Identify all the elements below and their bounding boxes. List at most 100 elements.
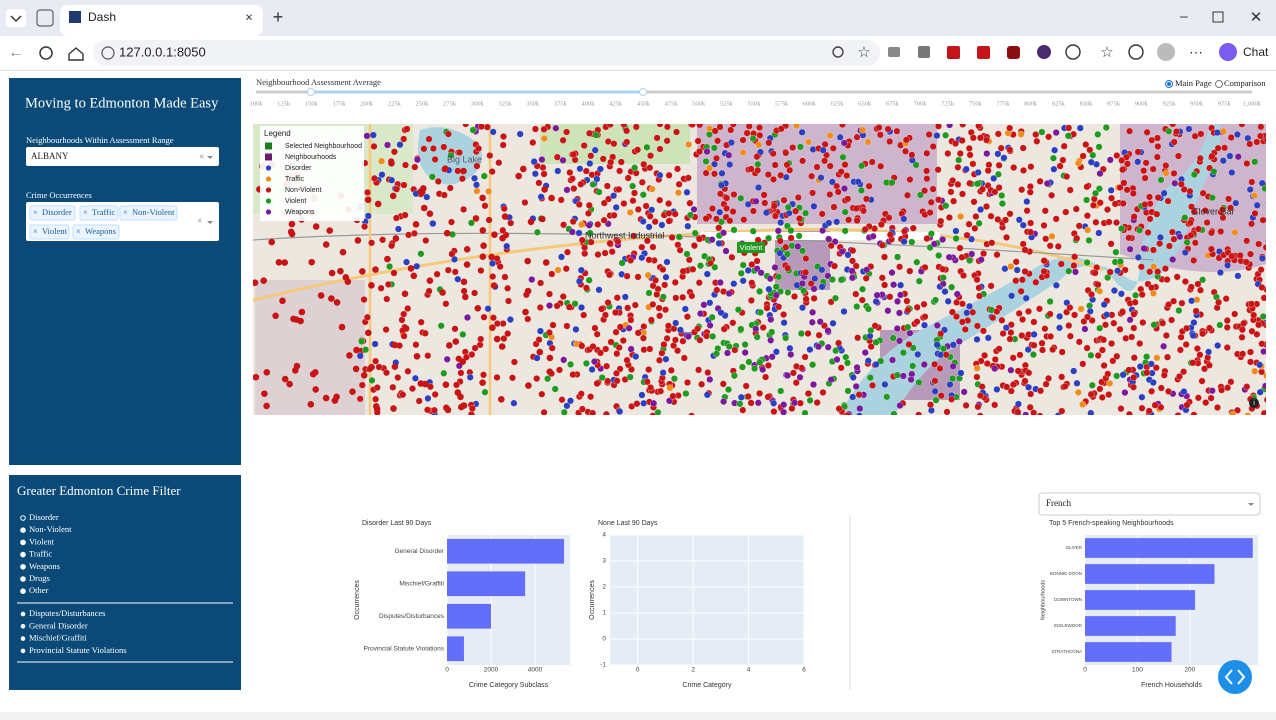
slider-mark[interactable]: 450k	[637, 100, 651, 107]
slider-mark[interactable]: 700k	[914, 100, 928, 107]
favorites[interactable]: ☆	[1100, 44, 1113, 61]
filter-option[interactable]: Drugs	[29, 573, 50, 583]
tab[interactable]	[60, 5, 263, 36]
back[interactable]: ←	[8, 44, 24, 61]
slider-mark[interactable]: 375k	[554, 100, 568, 107]
tag[interactable]	[72, 224, 120, 240]
slider-mark[interactable]: 875k	[1107, 100, 1121, 107]
ext[interactable]	[918, 46, 930, 58]
slider-mark[interactable]: 950k	[1190, 100, 1204, 107]
reload[interactable]	[39, 46, 53, 60]
tag-remove[interactable]: ×	[33, 208, 38, 217]
clear[interactable]: ×	[197, 215, 202, 225]
slider-mark[interactable]: 925k	[1163, 100, 1177, 107]
ext[interactable]	[888, 47, 900, 57]
language-dropdown[interactable]	[1038, 492, 1261, 516]
slider-mark[interactable]: 1,000k	[1243, 100, 1262, 107]
radio[interactable]	[20, 588, 26, 595]
tag[interactable]	[119, 205, 178, 221]
slider-mark[interactable]: 650k	[858, 100, 872, 107]
radio[interactable]	[20, 564, 26, 570]
radio-label[interactable]: Main Page	[1175, 78, 1212, 88]
ext[interactable]	[1037, 45, 1051, 59]
slider-mark[interactable]: 125k	[277, 100, 291, 107]
zoom[interactable]	[832, 46, 844, 58]
slider-mark[interactable]: 525k	[720, 100, 734, 107]
slider-mark[interactable]: 200k	[360, 100, 374, 107]
filter-sub-option[interactable]: General Disorder	[29, 620, 88, 630]
ext[interactable]	[1007, 46, 1020, 59]
tab-menu[interactable]	[6, 9, 26, 27]
radio[interactable]	[20, 551, 26, 558]
new-tab[interactable]: +	[273, 7, 284, 27]
tag-remove[interactable]: ×	[76, 227, 81, 236]
slider-mark[interactable]: 300k	[471, 100, 485, 107]
clear[interactable]: ×	[199, 151, 204, 161]
neighbourhood-dropdown[interactable]	[26, 147, 219, 166]
copilot-icon[interactable]	[1219, 43, 1237, 61]
radio[interactable]	[20, 648, 26, 654]
slider-mark[interactable]: 150k	[305, 100, 319, 107]
url[interactable]: 127.0.0.1:8050	[119, 44, 206, 59]
minimize[interactable]: –	[1180, 8, 1188, 24]
tag-remove[interactable]: ×	[123, 208, 128, 217]
debug-button[interactable]	[1218, 660, 1252, 694]
tag-remove[interactable]: ×	[33, 227, 38, 236]
ext[interactable]	[977, 46, 990, 59]
radio[interactable]	[20, 515, 26, 521]
slider-mark[interactable]: 675k	[886, 100, 900, 107]
slider-mark[interactable]: 475k	[665, 100, 679, 107]
slider-mark[interactable]: 900k	[1135, 100, 1149, 107]
more[interactable]: ···	[1189, 44, 1203, 60]
slider-handle[interactable]	[307, 88, 315, 96]
radio[interactable]	[20, 576, 26, 582]
slider-mark[interactable]: 850k	[1080, 100, 1094, 107]
slider-mark[interactable]: 250k	[416, 100, 430, 107]
slider-mark[interactable]: 825k	[1052, 100, 1066, 107]
radio[interactable]	[20, 624, 26, 629]
slider-mark[interactable]: 225k	[388, 100, 402, 107]
maximize[interactable]	[1212, 11, 1224, 23]
radio[interactable]	[1215, 80, 1223, 88]
profile[interactable]	[1157, 43, 1175, 61]
slider-mark[interactable]: 575k	[775, 100, 789, 107]
slider-mark[interactable]: 800k	[1024, 100, 1038, 107]
filter-option[interactable]: Violent	[29, 536, 55, 546]
filter-option[interactable]: Traffic	[29, 549, 52, 559]
filter-option[interactable]: Disorder	[29, 512, 59, 522]
filter-option[interactable]: Other	[29, 585, 49, 595]
slider-mark[interactable]: 175k	[333, 100, 347, 107]
filter-sub-option[interactable]: Provincial Statute Violations	[29, 645, 127, 655]
radio[interactable]	[20, 539, 26, 546]
slider-mark[interactable]: 100k	[250, 100, 264, 107]
slider-mark[interactable]: 625k	[831, 100, 845, 107]
home[interactable]	[68, 47, 84, 61]
tab-close[interactable]: ×	[245, 9, 253, 24]
radio[interactable]	[20, 527, 26, 534]
slider-mark[interactable]: 350k	[526, 100, 540, 107]
slider-mark[interactable]: 550k	[748, 100, 762, 107]
slider-mark[interactable]: 725k	[941, 100, 955, 107]
slider-mark[interactable]: 775k	[997, 100, 1011, 107]
slider-mark[interactable]: 325k	[499, 100, 513, 107]
radio[interactable]	[20, 611, 26, 617]
map-info[interactable]	[1249, 398, 1259, 408]
slider-mark[interactable]: 400k	[582, 100, 596, 107]
history[interactable]	[1128, 44, 1144, 60]
slider-mark[interactable]: 500k	[692, 100, 706, 107]
tag[interactable]	[29, 224, 70, 240]
filter-sub-option[interactable]: Disputes/Disturbances	[29, 608, 106, 618]
tag-remove[interactable]: ×	[83, 208, 88, 217]
slider-handle[interactable]	[639, 88, 647, 96]
workspaces[interactable]	[36, 9, 54, 27]
close[interactable]: ✕	[1250, 9, 1263, 26]
filter-option[interactable]: Non-Violent	[29, 524, 72, 534]
slider-mark[interactable]: 425k	[609, 100, 623, 107]
tag[interactable]	[79, 205, 119, 221]
radio-label[interactable]: Comparison	[1224, 78, 1266, 88]
radio[interactable]	[20, 636, 26, 641]
filter-sub-option[interactable]: Mischief/Graffiti	[29, 633, 88, 643]
address-bar[interactable]	[93, 40, 880, 66]
chat[interactable]: Chat	[1243, 45, 1269, 59]
slider-mark[interactable]: 600k	[803, 100, 817, 107]
